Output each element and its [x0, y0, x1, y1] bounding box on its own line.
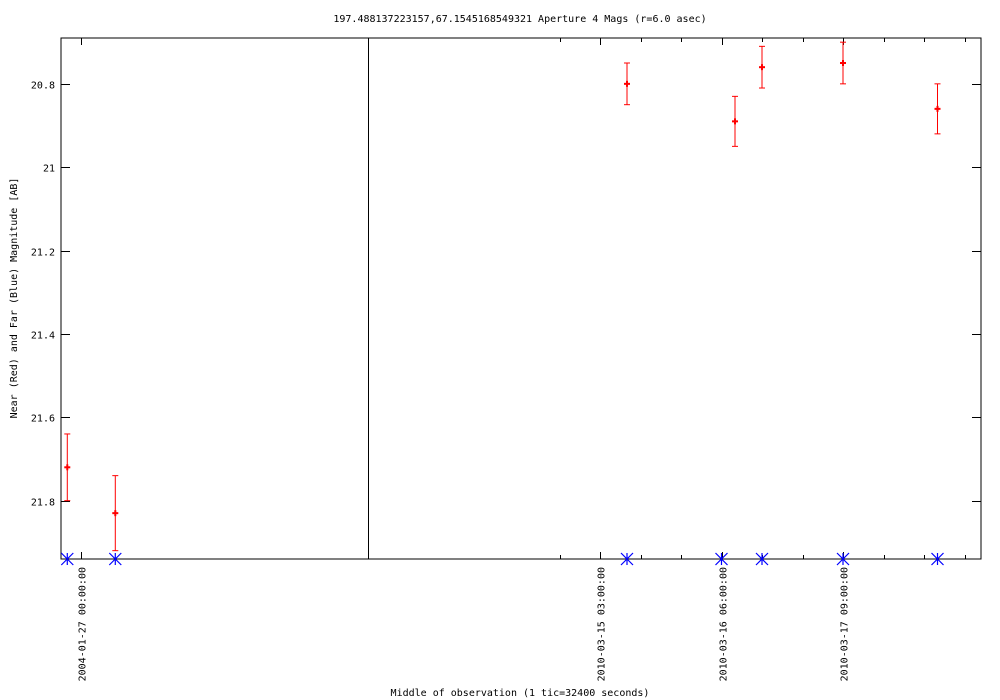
y-tick-label: 21.4 [31, 331, 55, 342]
far-series [60, 552, 944, 566]
y-tick-label: 21.6 [31, 414, 55, 425]
x-axis-label: Middle of observation (1 tic=32400 secon… [391, 688, 650, 699]
y-tick-label: 21 [43, 164, 55, 175]
far-data-point [715, 552, 728, 566]
far-data-point [755, 552, 769, 566]
near-data-point [934, 83, 941, 135]
x-tick-label: 2010-03-17 09:00:00 [840, 567, 851, 681]
near-data-point [759, 45, 765, 89]
near-data-point [64, 433, 71, 502]
near-series [64, 41, 941, 552]
far-data-point [60, 552, 74, 566]
near-data-point [624, 62, 630, 106]
y-tick-label: 20.8 [31, 81, 55, 92]
x-tick-label: 2004-01-27 00:00:00 [78, 567, 89, 681]
y-tick-label: 21.8 [31, 498, 55, 509]
far-data-point [836, 552, 850, 566]
x-axis-ticks: 2004-01-27 00:00:00 2010-03-15 03:00:00 20… [78, 38, 966, 681]
y-tick-label: 21.2 [31, 248, 55, 259]
far-data-point [620, 552, 634, 566]
y-axis-ticks: 20.8 21 21.2 21.4 21.6 21.8 [31, 81, 981, 509]
chart-title: 197.488137223157,67.1545168549321 Apertu… [333, 14, 706, 25]
plot-frame [60, 37, 982, 560]
x-tick-label: 2010-03-15 03:00:00 [597, 567, 608, 681]
near-data-point [840, 41, 846, 85]
far-data-point [931, 552, 944, 566]
y-axis-label: Near (Red) and Far (Blue) Magnitude [AB] [9, 178, 20, 419]
far-data-point [108, 552, 122, 566]
x-tick-label: 2010-03-16 06:00:00 [719, 567, 730, 681]
near-data-point [112, 475, 119, 552]
near-data-point [732, 95, 738, 147]
